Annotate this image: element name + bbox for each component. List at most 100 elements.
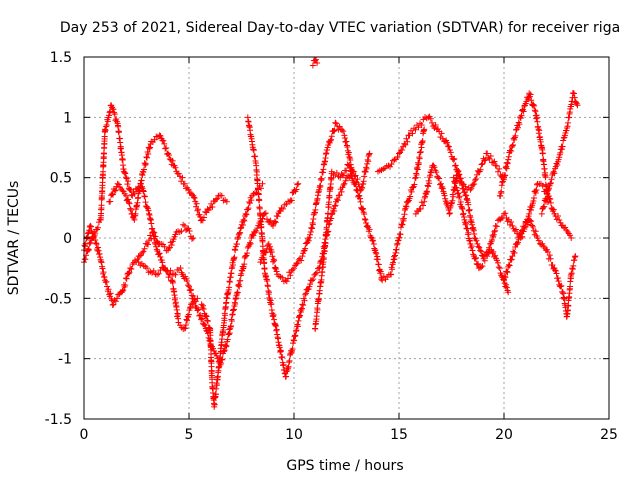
data-point-interp xyxy=(521,226,528,233)
data-point-interp xyxy=(402,141,409,148)
data-point-interp xyxy=(185,186,192,193)
data-point xyxy=(175,319,182,326)
data-point-interp xyxy=(142,162,149,169)
data-point-interp xyxy=(253,168,260,175)
data-point-interp xyxy=(552,267,559,274)
data-point-interp xyxy=(569,266,576,273)
data-point xyxy=(295,180,302,187)
data-point-interp xyxy=(542,174,549,181)
data-point-interp xyxy=(142,160,149,167)
data-point xyxy=(144,265,150,272)
data-point xyxy=(314,60,321,67)
data-point-interp xyxy=(228,317,235,324)
data-point-interp xyxy=(155,270,162,277)
data-point-interp xyxy=(201,214,207,221)
data-point-interp xyxy=(465,229,472,236)
series-sat-l xyxy=(496,90,552,205)
data-point-interp xyxy=(420,202,426,209)
data-point xyxy=(299,301,306,308)
data-point-interp xyxy=(147,144,153,151)
data-point xyxy=(505,289,512,296)
data-point-interp xyxy=(148,220,155,227)
data-point-interp xyxy=(202,312,209,319)
data-point-interp xyxy=(361,211,368,218)
data-point-interp xyxy=(245,205,252,212)
data-point-interp xyxy=(429,119,435,126)
data-point xyxy=(181,180,188,187)
data-point-interp xyxy=(557,219,564,226)
data-point xyxy=(345,162,352,169)
data-point-interp xyxy=(556,154,563,161)
data-point-interp xyxy=(404,138,411,145)
data-point-interp xyxy=(186,227,193,234)
data-point-interp xyxy=(541,203,548,210)
data-point-interp xyxy=(107,198,114,205)
data-point-interp xyxy=(317,182,324,189)
data-point-interp xyxy=(573,99,580,106)
data-point-interp xyxy=(145,241,152,248)
data-point-interp xyxy=(309,225,316,232)
data-point-interp xyxy=(244,250,251,257)
data-point-interp xyxy=(503,281,510,288)
data-point-interp xyxy=(113,116,120,123)
data-point-interp xyxy=(258,223,265,230)
data-point-interp xyxy=(571,90,577,97)
data-point-interp xyxy=(305,286,312,293)
data-point-interp xyxy=(140,169,147,176)
data-point xyxy=(299,253,306,260)
data-point-interp xyxy=(196,312,203,319)
data-point-interp xyxy=(573,100,580,107)
data-point-interp xyxy=(262,249,269,256)
data-point-interp xyxy=(266,289,273,296)
y-tick-label: 0 xyxy=(63,231,72,247)
data-point-interp xyxy=(530,101,537,108)
data-point-interp xyxy=(452,162,459,169)
data-point-interp xyxy=(352,181,359,188)
data-point-interp xyxy=(504,218,511,225)
data-point-interp xyxy=(556,216,563,223)
data-point xyxy=(190,235,197,241)
data-point-interp xyxy=(555,213,561,220)
data-point-interp xyxy=(508,256,515,263)
data-point-interp xyxy=(90,233,97,240)
data-point-interp xyxy=(565,303,572,310)
data-point-interp xyxy=(104,118,111,125)
data-point-interp xyxy=(236,230,243,237)
data-point-interp xyxy=(122,282,129,289)
x-tick-label: 5 xyxy=(185,427,194,443)
data-point-interp xyxy=(508,148,515,155)
data-point-interp xyxy=(159,137,166,144)
data-point-interp xyxy=(567,232,573,239)
data-point-interp xyxy=(347,165,353,172)
data-point-interp xyxy=(241,261,248,268)
data-point-interp xyxy=(363,223,370,230)
data-point-interp xyxy=(99,265,106,272)
data-point-interp xyxy=(254,177,261,184)
data-point-interp xyxy=(91,232,98,239)
data-point-interp xyxy=(160,137,167,144)
data-point-interp xyxy=(487,153,494,160)
data-point-interp xyxy=(323,224,330,231)
data-point-interp xyxy=(248,197,255,204)
data-point-interp xyxy=(212,391,219,398)
data-point-interp xyxy=(333,196,340,203)
data-point-interp xyxy=(279,274,286,281)
data-point-interp xyxy=(511,249,518,256)
data-point-interp xyxy=(314,306,321,313)
data-point-interp xyxy=(307,281,314,288)
data-point-interp xyxy=(347,168,354,175)
data-point-interp xyxy=(377,268,384,275)
data-point xyxy=(341,180,348,187)
data-point-interp xyxy=(502,274,509,281)
data-point-interp xyxy=(509,142,516,149)
data-point-interp xyxy=(417,148,424,155)
data-point-interp xyxy=(528,206,534,213)
data-point-interp xyxy=(128,191,135,198)
data-point-interp xyxy=(312,206,319,213)
data-point-interp xyxy=(465,201,472,208)
y-tick-label: 0.5 xyxy=(50,171,72,187)
data-point-interp xyxy=(123,174,129,181)
data-point xyxy=(135,259,142,266)
data-point xyxy=(242,253,249,260)
data-point-interp xyxy=(189,235,195,242)
